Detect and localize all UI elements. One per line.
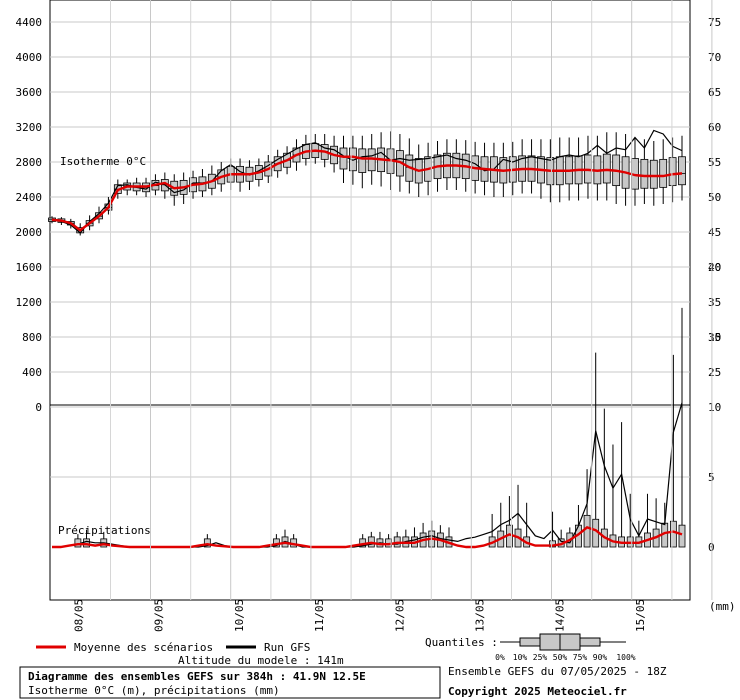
date-tick-label: 08/05 [73,599,86,632]
isotherm-mean-line [51,149,683,232]
isotherm-y-tick-label: 400 [22,366,42,379]
isotherm-y-tick-label: 800 [22,331,42,344]
legend: Moyenne des scénarios Run GFS [36,641,310,654]
precip-box-body [678,524,686,548]
temperature-y-tick-label: 50 [708,191,721,204]
copyright: Copyright 2025 Meteociel.fr [448,685,627,698]
quantile-whisker-box-low [519,637,541,647]
precipitation-panel: 0 5 10 15 20 [49,261,721,601]
isotherm-box-body [668,157,677,187]
legend-run-label: Run GFS [264,641,310,654]
precip-box [669,354,677,548]
isotherm-y-tick-label: 0 [35,401,42,414]
isotherm-run-gfs-line [51,129,683,234]
precip-box-body [669,520,677,548]
temperature-y-tick-label: 25 [708,366,721,379]
precip-unit: (mm) [709,600,736,613]
temperature-y-tick-label: 60 [708,121,721,134]
title-box [19,666,441,699]
altitude-label: Altitude du modele : 141m [178,654,344,667]
date-tick-label: 13/05 [474,599,487,632]
temperature-y-tick-label: 75 [708,16,721,29]
precip-box-body [203,538,211,548]
isotherm-annotation: Isotherme 0°C [60,155,146,168]
isotherm-box [678,135,686,201]
temperature-y-tick-label: 30 [708,331,721,344]
isotherm-panel: 0 400 800 1200 1600 2000 2400 2800 3200 3600 4000 4… [16,0,721,414]
chart-subtitle: Isotherme 0°C (m), précipitations (mm) [28,684,280,697]
temperature-y-tick-label: 65 [708,86,721,99]
isotherm-y-tick-label: 1600 [16,261,43,274]
isotherm-y-tick-label: 2800 [16,156,43,169]
precip-y-tick-label: 10 [708,401,721,414]
chart-title: Diagramme des ensembles GEFS sur 384h : … [28,670,366,683]
temperature-y-tick-label: 45 [708,226,721,239]
date-tick-label: 10/05 [233,599,246,632]
isotherm-box-body [602,153,611,184]
temperature-y-tick-label: 35 [708,296,721,309]
isotherm-y-tick-label: 1200 [16,296,43,309]
isotherm-y-tick-label: 4400 [16,16,43,29]
quantile-mark-label: 90% [593,653,608,662]
quantile-marks: 0% 10% 25% 50% 75% 90% 100% [495,653,636,662]
precip-plot-area [49,406,691,601]
precip-y-tick-label: 0 [708,541,715,554]
quantile-mark-label: 10% [513,653,528,662]
date-tick-label: 12/05 [393,599,406,632]
quantile-mark-label: 75% [573,653,588,662]
quantile-mark-label: 0% [495,653,505,662]
quantile-mark-label: 100% [616,653,635,662]
quantile-key: Quantiles : 0% 10% 25% 50% 75% 90% 100% [425,633,636,662]
quantile-mark-label: 50% [553,653,568,662]
isotherm-y-tick-label: 3200 [16,121,43,134]
isotherm-y-tick-label: 2000 [16,226,43,239]
precip-annotation: Précipitations [58,524,151,537]
isotherm-box-body [640,158,649,189]
date-tick-label: 09/05 [153,599,166,632]
precip-mean-line [52,526,683,549]
isotherm-box-body [358,148,367,173]
quantile-label: Quantiles : [425,636,498,649]
isotherm-box-body [339,147,348,170]
temperature-y-tick-label: 55 [708,156,721,169]
quantile-whisker-box-high [579,637,601,647]
isotherm-plot-area [49,0,691,408]
isotherm-box-body [659,158,668,188]
quantile-mark-label: 25% [533,653,548,662]
isotherm-y-tick-label: 4000 [16,51,43,64]
precip-y-tick-label: 15 [708,331,721,344]
isotherm-box-body [678,156,686,186]
date-axis: 08/05 09/05 10/05 11/05 12/05 13/05 14/05 15/05 [73,0,713,632]
isotherm-y-tick-label: 2400 [16,191,43,204]
precip-box-body [583,514,591,548]
date-tick-label: 11/05 [313,599,326,632]
precip-box [678,307,686,548]
legend-mean-label: Moyenne des scénarios [74,641,213,654]
run-info: Ensemble GEFS du 07/05/2025 - 18Z [448,665,667,678]
precip-box-body [83,538,90,548]
isotherm-box-body [649,159,658,189]
isotherm-y-tick-label: 3600 [16,86,43,99]
precip-y-tick-label: 20 [708,261,721,274]
precip-y-tick-label: 5 [708,471,715,484]
temperature-y-tick-label: 70 [708,51,721,64]
date-tick-label: 15/05 [634,599,647,632]
date-tick-label: 14/05 [554,599,567,632]
temperature-y-tick-label: 40 [708,261,721,274]
